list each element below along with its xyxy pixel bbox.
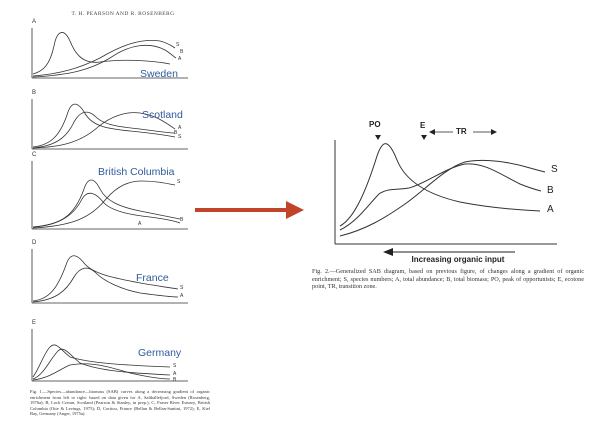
- curve-label-s: S: [177, 179, 181, 185]
- panel-letter: A: [32, 19, 37, 25]
- region-label-british-columbia: British Columbia: [98, 166, 175, 178]
- sab-curves-sweden: [31, 28, 188, 79]
- curve-label-s: S: [180, 285, 184, 291]
- panel-france: D S A France: [30, 240, 190, 307]
- figure-2-caption: Fig. 2.—Generalized SAB diagram, based o…: [312, 268, 584, 291]
- panel-germany: E S A B Germany: [30, 320, 190, 385]
- label-po: PO: [369, 120, 381, 129]
- left-figure-header: T. H. PEARSON AND R. ROSENBERG: [71, 11, 175, 17]
- curve-label-a: A: [180, 293, 184, 299]
- panel-british-columbia: C S A B British Columbia: [30, 152, 190, 233]
- figure-1-caption: Fig. 1.—Species—abundance—biomass (SAB) …: [30, 389, 210, 417]
- panel-letter: B: [32, 90, 37, 96]
- sab-curves-france: [31, 249, 188, 304]
- sab-curves-scotland: [31, 99, 188, 150]
- curve-label-a: A: [173, 371, 177, 377]
- panel-letter: D: [32, 240, 37, 246]
- region-label-scotland: Scotland: [142, 109, 183, 121]
- curve-label-b: B: [547, 185, 554, 196]
- generalized-sab-diagram: PO E TR S B A: [325, 118, 575, 268]
- region-label-sweden: Sweden: [140, 68, 178, 80]
- curve-label-a: A: [178, 56, 182, 62]
- curve-label-b: B: [180, 49, 184, 55]
- label-tr: TR: [456, 127, 467, 136]
- label-e: E: [420, 121, 426, 130]
- curve-label-a: A: [547, 204, 554, 215]
- curve-label-a: A: [138, 221, 142, 227]
- region-label-germany: Germany: [138, 347, 182, 359]
- curve-label-s: S: [551, 164, 558, 175]
- curve-label-b: B: [174, 130, 178, 136]
- region-label-france: France: [136, 272, 169, 284]
- x-axis-label: Increasing organic input: [411, 255, 505, 264]
- panel-letter: C: [32, 152, 37, 158]
- curve-label-s: S: [178, 134, 182, 140]
- curve-label-b: B: [180, 217, 184, 223]
- panel-letter: E: [32, 320, 37, 326]
- curve-label-s: S: [176, 42, 180, 48]
- curve-label-s: S: [173, 363, 177, 369]
- curve-label-a: A: [178, 125, 182, 131]
- sab-curves-british-columbia: [31, 161, 188, 230]
- sab-curves-germany: [31, 329, 188, 382]
- panel-scotland: B A B S Scotland: [30, 90, 190, 153]
- curve-label-b: B: [173, 377, 177, 383]
- panel-sweden: A S B A Sweden: [30, 19, 190, 82]
- generalized-sab-curves: [334, 129, 557, 256]
